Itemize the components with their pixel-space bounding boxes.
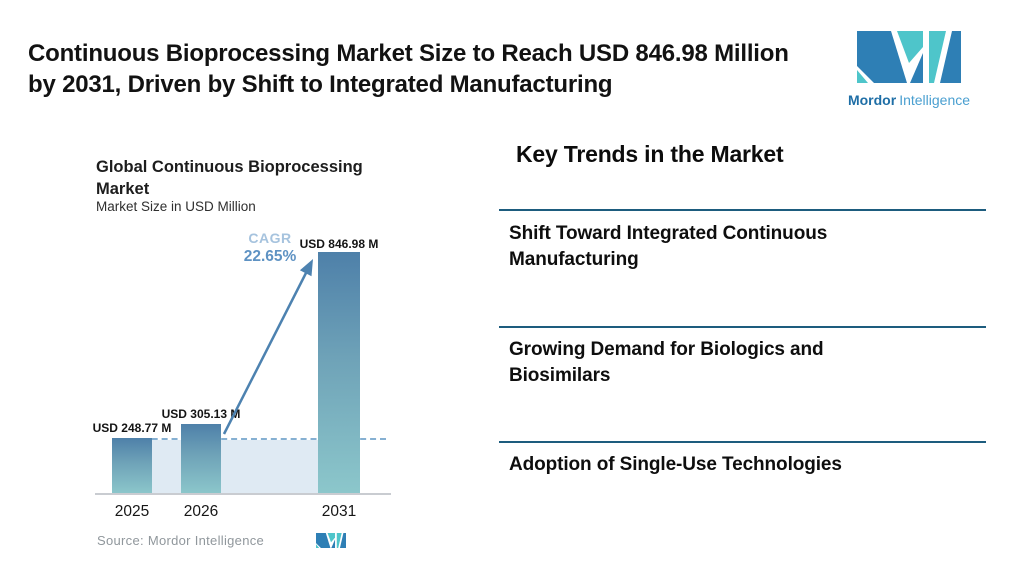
x-axis-line xyxy=(95,493,391,495)
trend-item-2: Growing Demand for Biologics and Biosimi… xyxy=(509,339,824,386)
page-title-line1: Continuous Bioprocessing Market Size to … xyxy=(28,40,789,67)
bar-value-label-2026: USD 305.13 M xyxy=(161,407,241,421)
x-tick-2031: 2031 xyxy=(321,503,357,520)
logo-brand-light: Intelligence xyxy=(899,92,971,108)
bar-value-label-2031: USD 846.98 M xyxy=(299,237,379,251)
cagr-arrow-icon xyxy=(222,259,313,435)
x-tick-2026: 2026 xyxy=(183,503,219,520)
chart-subtitle: Market Size in USD Million xyxy=(96,199,256,214)
mordor-logo: Mordor Intelligence xyxy=(844,31,974,108)
chart-title: Global Continuous Bioprocessing Market xyxy=(96,156,366,200)
cagr-label: CAGR xyxy=(248,230,292,246)
mordor-logo-icon xyxy=(857,31,961,83)
trend-item-1: Shift Toward Integrated Continuous Manuf… xyxy=(509,223,828,270)
trends-heading: Key Trends in the Market xyxy=(516,141,784,167)
source-attribution: Source: Mordor Intelligence xyxy=(97,533,265,548)
mordor-logo-mini-icon xyxy=(316,533,346,548)
mordor-logo-text: Mordor Intelligence xyxy=(844,92,974,108)
page-title-line2: by 2031, Driven by Shift to Integrated M… xyxy=(28,71,613,98)
bar-2031 xyxy=(318,252,360,494)
trend-item-3: Adoption of Single-Use Technologies xyxy=(509,454,842,475)
reference-band xyxy=(112,440,358,494)
trend-divider-2 xyxy=(499,326,986,328)
bar-2026 xyxy=(181,424,221,494)
logo-brand-bold: Mordor xyxy=(847,92,897,108)
bar-value-label-2025: USD 248.77 M xyxy=(92,421,172,435)
x-tick-2025: 2025 xyxy=(114,503,150,520)
page-title: Continuous Bioprocessing Market Size to … xyxy=(28,38,838,100)
chart-title-line1: Global Continuous Bioprocessing xyxy=(96,158,363,176)
trend-divider-1 xyxy=(499,209,986,211)
bar-2025 xyxy=(112,438,152,494)
trend-divider-3 xyxy=(499,441,986,443)
reference-dashed-line xyxy=(112,438,386,440)
chart-title-line2: Market xyxy=(96,180,150,198)
cagr-value: 22.65% xyxy=(243,248,297,265)
